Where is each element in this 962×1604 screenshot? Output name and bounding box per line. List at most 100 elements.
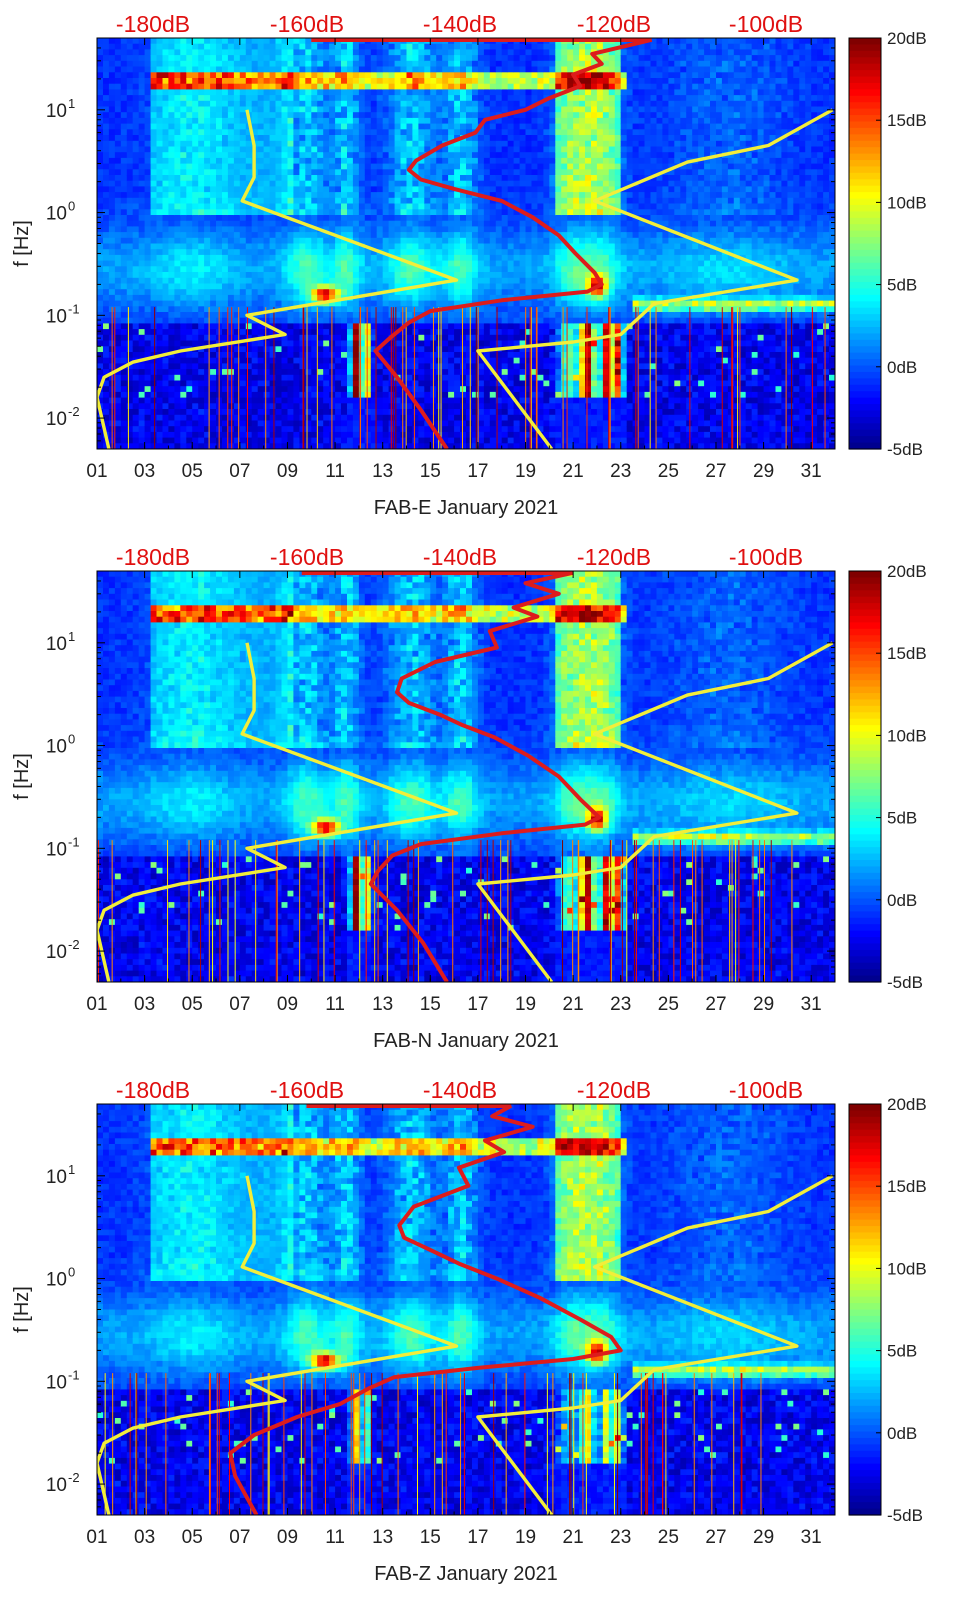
heatmap-cell <box>204 95 211 102</box>
heatmap-cell <box>97 43 104 50</box>
heatmap-cell <box>168 157 175 165</box>
heatmap-cell <box>311 215 318 222</box>
heatmap-cell <box>251 346 259 353</box>
heatmap-cell <box>204 38 211 45</box>
heatmap-cell <box>293 60 300 68</box>
heatmap-cell <box>222 117 229 125</box>
heatmap-cell <box>472 317 479 324</box>
heatmap-cell <box>97 329 104 336</box>
heatmap-cell <box>239 289 247 296</box>
heatmap-cell <box>460 254 467 262</box>
heatmap-cell <box>239 249 247 256</box>
heatmap-cell <box>364 140 372 148</box>
heatmap-cell <box>222 260 229 267</box>
heatmap-cell <box>174 157 181 165</box>
heatmap-cell <box>317 169 324 176</box>
heatmap-cell <box>347 352 354 359</box>
heatmap-cell <box>442 243 449 250</box>
heatmap-cell <box>454 100 461 108</box>
heatmap-cell <box>335 443 342 449</box>
heatmap-cell <box>245 340 253 347</box>
heatmap-cell <box>126 215 134 222</box>
heatmap-cell <box>335 380 342 387</box>
heatmap-cell <box>370 277 378 285</box>
heatmap-cell <box>103 117 110 125</box>
heatmap-cell <box>162 175 170 182</box>
heatmap-cell <box>162 277 170 285</box>
heatmap-cell <box>430 89 437 96</box>
heatmap-cell <box>335 437 342 444</box>
heatmap-cell <box>281 283 289 290</box>
heatmap-cell <box>418 426 425 433</box>
heatmap-cell <box>376 100 384 108</box>
heatmap-cell <box>287 112 295 119</box>
heatmap-cell <box>412 437 419 444</box>
spectrogram-chart: 01 03 05 07 09 11 13 15 17 19 21 23 25 27 29 3110-210-1… <box>11 11 927 519</box>
heatmap-cell <box>108 78 116 85</box>
heatmap-cell <box>162 192 170 199</box>
heatmap-cell <box>168 346 175 353</box>
heatmap-cell <box>150 83 158 90</box>
heatmap-cell <box>222 443 229 449</box>
heatmap-cell <box>204 352 211 359</box>
heatmap-cell <box>269 277 277 285</box>
heatmap-cell <box>174 152 181 159</box>
heatmap-cell <box>263 66 271 73</box>
heatmap-cell <box>192 55 199 62</box>
heatmap-cell <box>257 386 265 393</box>
heatmap-cell <box>358 66 366 73</box>
heatmap-cell <box>269 289 277 296</box>
heatmap-cell <box>245 374 253 382</box>
heatmap-cell <box>168 83 175 90</box>
heatmap-cell <box>430 123 437 130</box>
heatmap-cell <box>412 72 419 79</box>
heatmap-cell <box>233 169 241 176</box>
heatmap-cell <box>466 374 473 382</box>
heatmap-cell <box>489 374 497 382</box>
heatmap-cell <box>108 249 116 256</box>
heatmap-cell <box>174 66 181 73</box>
heatmap-cell <box>489 300 497 307</box>
heatmap-cell <box>317 55 324 62</box>
heatmap-cell <box>400 95 408 102</box>
heatmap-cell <box>370 420 378 427</box>
heatmap-cell <box>192 420 199 427</box>
heatmap-cell <box>406 152 414 159</box>
heatmap-cell <box>138 266 146 273</box>
heatmap-cell <box>216 49 223 56</box>
heatmap-cell <box>281 352 289 359</box>
heatmap-cell <box>370 106 378 113</box>
heatmap-cell <box>251 83 259 90</box>
heatmap-cell <box>233 66 241 73</box>
heatmap-cell <box>257 363 265 370</box>
heatmap-cell <box>269 66 277 73</box>
heatmap-cell <box>305 55 312 62</box>
heatmap-cell <box>293 397 300 404</box>
heatmap-cell <box>489 180 497 187</box>
heatmap-cell <box>442 209 449 216</box>
heatmap-cell <box>352 346 360 353</box>
heatmap-cell <box>388 312 396 319</box>
heatmap-cell <box>483 232 491 239</box>
heatmap-cell <box>192 243 199 250</box>
heatmap-cell <box>317 66 324 73</box>
heatmap-cell <box>269 83 277 90</box>
heatmap-cell <box>418 391 425 399</box>
heatmap-cell <box>347 334 354 342</box>
heatmap-cell <box>352 106 360 113</box>
heatmap-cell <box>472 334 479 342</box>
heatmap-cell <box>108 277 116 285</box>
heatmap-cell <box>126 117 134 125</box>
heatmap-cell <box>489 129 497 136</box>
heatmap-cell <box>382 380 390 387</box>
heatmap-cell <box>222 357 229 364</box>
heatmap-cell <box>192 334 199 342</box>
heatmap-cell <box>263 266 271 273</box>
heatmap-cell <box>341 334 348 342</box>
heatmap-cell <box>216 237 223 245</box>
heatmap-cell <box>162 66 170 73</box>
heatmap-cell <box>162 289 170 296</box>
heatmap-cell <box>144 49 152 56</box>
heatmap-cell <box>156 117 164 125</box>
heatmap-cell <box>216 209 223 216</box>
